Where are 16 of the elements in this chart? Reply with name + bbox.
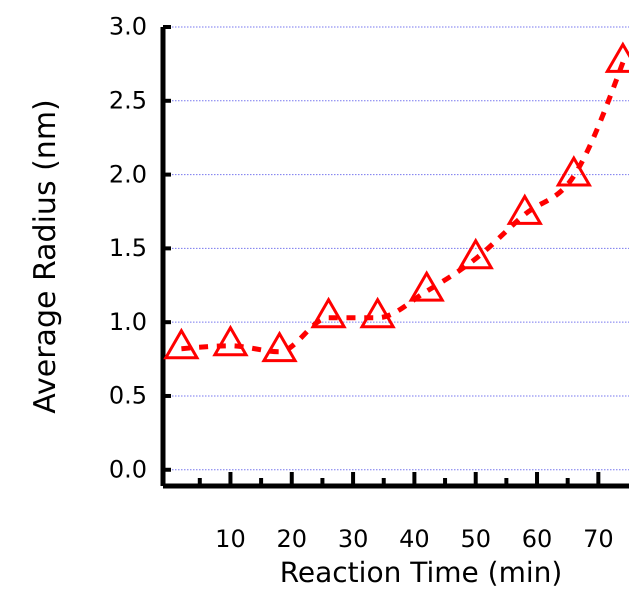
x-tick-label: 30 xyxy=(338,525,368,554)
x-tick-label: 60 xyxy=(522,525,552,554)
x-axis-title: Reaction Time (min) xyxy=(280,556,562,589)
x-tick-label: 70 xyxy=(583,525,614,554)
x-tick-label: 10 xyxy=(215,525,246,554)
y-axis-title: Average Radius (nm) xyxy=(28,99,63,414)
y-tick-label: 1.5 xyxy=(108,234,147,262)
x-tick-label: 20 xyxy=(276,525,308,554)
y-tick-label: 0.5 xyxy=(108,382,147,410)
y-tick-label: 2.0 xyxy=(108,160,147,188)
x-tick-label: 40 xyxy=(399,525,430,554)
y-tick-label: 3.0 xyxy=(108,12,147,41)
y-tick-label: 0.0 xyxy=(108,455,147,484)
y-tick-label: 2.5 xyxy=(108,86,147,114)
x-tick-label: 50 xyxy=(460,525,491,554)
y-tick-label: 1.0 xyxy=(108,308,147,336)
